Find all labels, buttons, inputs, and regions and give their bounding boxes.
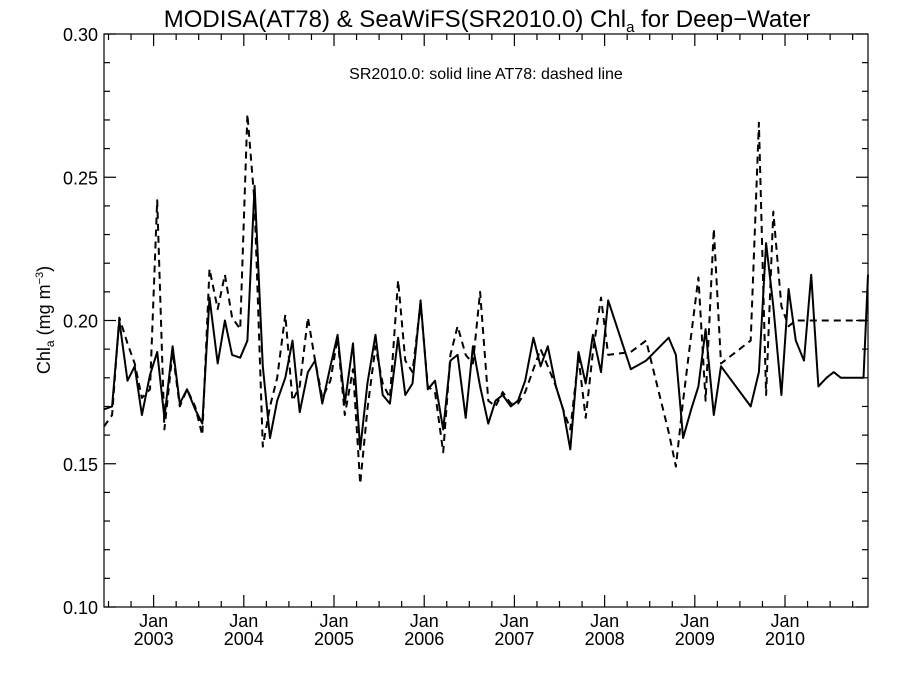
y-tick-label: 0.30	[63, 25, 98, 45]
x-tick-year: 2006	[404, 629, 444, 649]
series-line-at78	[103, 113, 868, 485]
x-tick-month: Jan	[590, 611, 619, 631]
x-tick-year: 2010	[765, 629, 805, 649]
x-tick-year: 2003	[134, 629, 174, 649]
legend-annotation: SR2010.0: solid line AT78: dashed line	[349, 66, 623, 83]
series-line-sr2010-0	[103, 184, 869, 451]
y-tick-label: 0.10	[63, 598, 98, 618]
x-tick-year: 2008	[585, 629, 625, 649]
series-lines	[103, 113, 869, 485]
x-tick-year: 2009	[675, 629, 715, 649]
x-tick-year: 2004	[224, 629, 264, 649]
x-tick-year: 2005	[314, 629, 354, 649]
x-tick-month: Jan	[770, 611, 799, 631]
y-axis-label: Chla (mg m−3)	[34, 266, 57, 374]
y-tick-label: 0.20	[63, 312, 98, 332]
axis-ticks: 0.100.150.200.250.30Jan2003Jan2004Jan200…	[63, 25, 868, 649]
chart-title: MODISA(AT78) & SeaWiFS(SR2010.0) Chla fo…	[164, 6, 811, 36]
x-tick-year: 2007	[494, 629, 534, 649]
x-tick-month: Jan	[680, 611, 709, 631]
x-tick-month: Jan	[410, 611, 439, 631]
y-tick-label: 0.25	[63, 168, 98, 188]
x-tick-month: Jan	[229, 611, 258, 631]
x-tick-month: Jan	[139, 611, 168, 631]
y-tick-label: 0.15	[63, 455, 98, 475]
x-tick-month: Jan	[319, 611, 348, 631]
plot-frame	[103, 33, 869, 608]
x-tick-month: Jan	[500, 611, 529, 631]
